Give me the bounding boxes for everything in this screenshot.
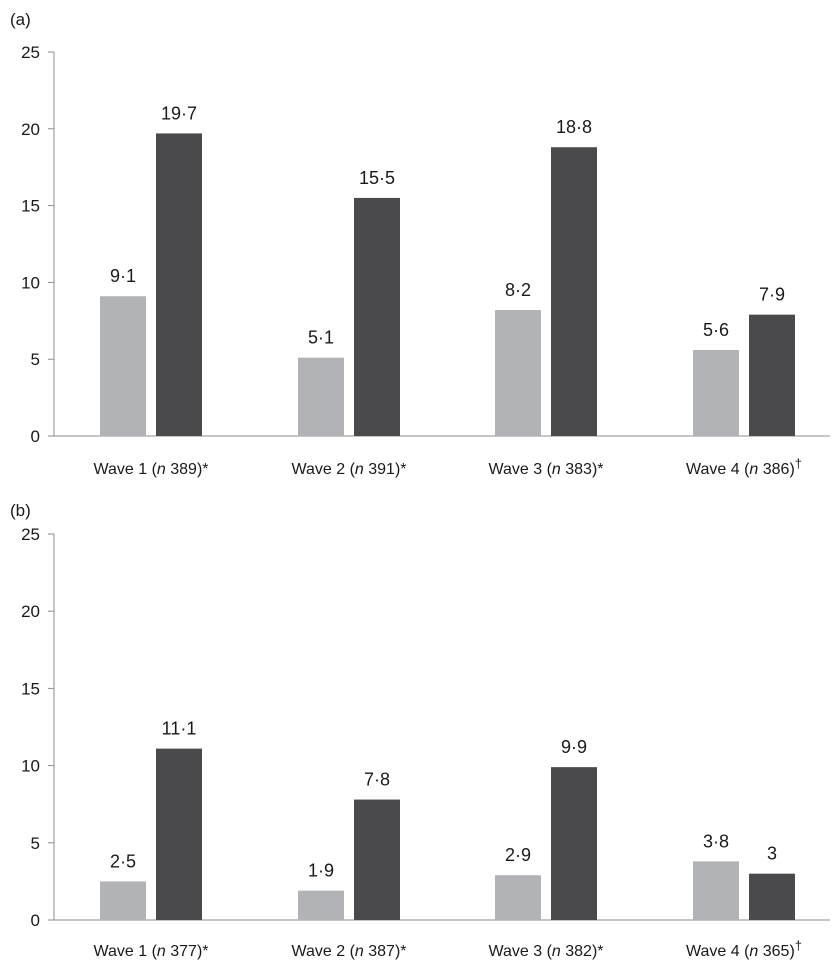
y-tick-label: 25 — [21, 525, 40, 544]
data-label: 3·8 — [703, 831, 729, 851]
y-tick-label: 5 — [31, 834, 40, 853]
category-label-prefix: Wave 4 ( — [686, 943, 750, 960]
bar-series-2 — [354, 799, 400, 920]
category-label-n: n — [355, 461, 364, 478]
category-label-count: 386) — [758, 461, 794, 478]
data-label: 7·9 — [759, 285, 785, 305]
bar-series-1 — [100, 881, 146, 920]
data-label: 8·2 — [505, 280, 531, 300]
y-tick-label: 10 — [21, 273, 40, 292]
data-label: 7·8 — [364, 770, 390, 790]
bar-series-2 — [156, 133, 202, 436]
y-tick-label: 20 — [21, 120, 40, 139]
category-label-count: 365) — [758, 943, 794, 960]
category-label: Wave 2 (n 391)* — [291, 461, 406, 478]
chart-panel-a: (a) 0 5 10 15 20 25 9·1 5·1 8·2 5·6 19·7 15·5 18·8 7·9… — [10, 10, 830, 478]
category-label-n: n — [749, 943, 758, 960]
category-label-prefix: Wave 1 ( — [93, 943, 157, 960]
bar-series-1 — [693, 349, 739, 436]
category-label-count: 382) — [561, 943, 597, 960]
y-tick-label: 15 — [21, 197, 40, 216]
category-label-mark: * — [202, 943, 208, 960]
category-label-mark: * — [597, 461, 603, 478]
bar-series-1 — [298, 890, 344, 920]
bar-series-1 — [298, 357, 344, 436]
y-tick-label: 25 — [21, 43, 40, 62]
bar-series-2 — [749, 314, 795, 436]
bar-series-2 — [156, 748, 202, 920]
category-label-mark: * — [400, 943, 406, 960]
bar-series-2 — [551, 147, 597, 436]
category-label-prefix: Wave 4 ( — [686, 461, 750, 478]
category-label-count: 377) — [166, 943, 202, 960]
panel-label: (b) — [10, 501, 31, 520]
data-label: 5·1 — [308, 328, 334, 348]
y-tick-label: 20 — [21, 602, 40, 621]
category-label: Wave 3 (n 382)* — [488, 943, 603, 960]
category-label-count: 391) — [364, 461, 400, 478]
category-label-n: n — [355, 943, 364, 960]
category-label-n: n — [552, 461, 561, 478]
category-label-count: 387) — [364, 943, 400, 960]
data-label: 15·5 — [359, 168, 395, 188]
category-label-count: 383) — [561, 461, 597, 478]
data-label: 9·9 — [561, 737, 587, 757]
category-label-prefix: Wave 1 ( — [93, 461, 157, 478]
data-label: 2·9 — [505, 845, 531, 865]
category-label-n: n — [749, 461, 758, 478]
category-label-mark: * — [597, 943, 603, 960]
category-label-mark: * — [400, 461, 406, 478]
data-label: 1·9 — [308, 861, 334, 881]
bar-series-1 — [693, 861, 739, 920]
category-label-n: n — [157, 461, 166, 478]
category-label-mark: * — [202, 461, 208, 478]
y-tick-label: 5 — [31, 350, 40, 369]
category-label: Wave 3 (n 383)* — [488, 461, 603, 478]
y-tick-label: 0 — [31, 911, 40, 930]
data-label: 2·5 — [110, 851, 136, 871]
category-label: Wave 4 (n 365)† — [686, 938, 802, 960]
data-label: 5·6 — [703, 320, 729, 340]
bar-series-1 — [495, 310, 541, 436]
y-tick-label: 0 — [31, 427, 40, 446]
category-label-mark: † — [795, 938, 802, 953]
bar-series-2 — [551, 767, 597, 920]
chart-panel-b: (b) 0 5 10 15 20 25 2·5 1·9 2·9 3·8 11·1 7·8 9·9 3 Wave… — [10, 501, 830, 960]
category-label: Wave 1 (n 389)* — [93, 461, 208, 478]
bar-series-2 — [354, 197, 400, 436]
category-label: Wave 2 (n 387)* — [291, 943, 406, 960]
data-label: 11·1 — [162, 719, 197, 739]
data-label: 3 — [767, 844, 777, 864]
data-label: 18·8 — [556, 117, 592, 137]
bar-series-2 — [749, 873, 795, 920]
category-label-n: n — [552, 943, 561, 960]
panel-label: (a) — [10, 10, 31, 29]
y-tick-label: 10 — [21, 757, 40, 776]
category-label-prefix: Wave 2 ( — [291, 461, 355, 478]
bar-series-1 — [495, 875, 541, 920]
category-label-count: 389) — [166, 461, 202, 478]
data-label: 9·1 — [110, 266, 136, 286]
bar-series-1 — [100, 296, 146, 436]
data-label: 19·7 — [161, 103, 197, 123]
category-label-n: n — [157, 943, 166, 960]
category-label-prefix: Wave 3 ( — [488, 461, 552, 478]
category-label-prefix: Wave 2 ( — [291, 943, 355, 960]
category-label: Wave 1 (n 377)* — [93, 943, 208, 960]
y-tick-label: 15 — [21, 679, 40, 698]
category-label-prefix: Wave 3 ( — [488, 943, 552, 960]
category-label-mark: † — [795, 456, 802, 471]
category-label: Wave 4 (n 386)† — [686, 456, 802, 478]
